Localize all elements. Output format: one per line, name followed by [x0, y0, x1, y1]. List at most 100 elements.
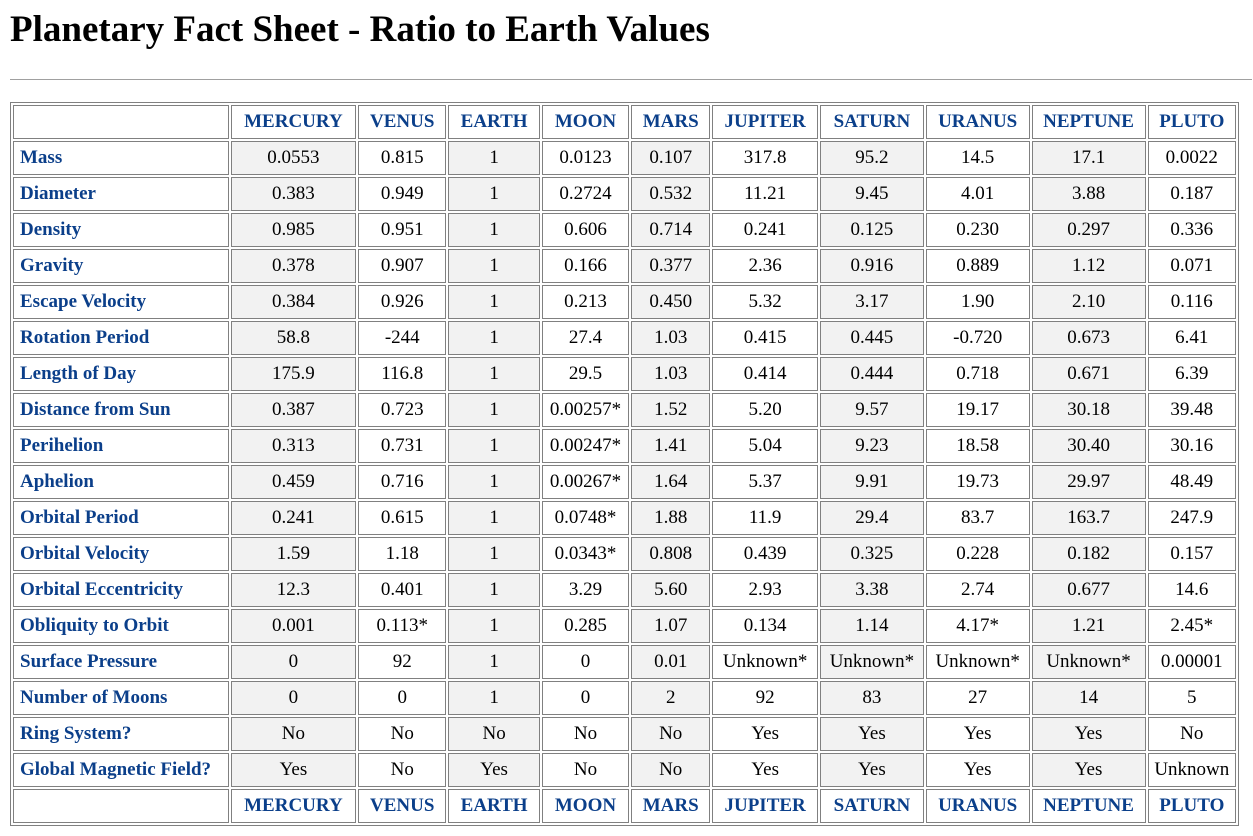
value-cell: 0.606	[541, 213, 630, 247]
column-header-moon: MOON	[541, 105, 630, 139]
value-cell: 1.03	[631, 357, 711, 391]
value-cell: 1.21	[1031, 609, 1146, 643]
value-cell: 0.808	[631, 537, 711, 571]
value-cell: 0.116	[1147, 285, 1236, 319]
table-row: Orbital Period 0.241 0.615 1 0.0748* 1.88 11.9…	[13, 501, 1236, 535]
value-cell: 0.401	[358, 573, 447, 607]
value-cell: 1	[448, 537, 540, 571]
value-cell: 1	[448, 357, 540, 391]
value-cell: 30.40	[1031, 429, 1146, 463]
value-cell: No	[358, 717, 447, 751]
value-cell: 0.228	[925, 537, 1030, 571]
column-header-pluto: PLUTO	[1147, 105, 1236, 139]
value-cell: No	[631, 717, 711, 751]
value-cell: 0.187	[1147, 177, 1236, 211]
table-row: Perihelion 0.313 0.731 1 0.00247* 1.41 5.04 9.2…	[13, 429, 1236, 463]
value-cell: 83.7	[925, 501, 1030, 535]
value-cell: 14.6	[1147, 573, 1236, 607]
row-label: Diameter	[13, 177, 229, 211]
value-cell: 0.00247*	[541, 429, 630, 463]
column-header-moon: MOON	[541, 789, 630, 823]
value-cell: 1.59	[230, 537, 357, 571]
value-cell: 0.241	[230, 501, 357, 535]
column-header-uranus: URANUS	[925, 789, 1030, 823]
value-cell: 11.9	[712, 501, 819, 535]
value-cell: 247.9	[1147, 501, 1236, 535]
column-header-jupiter: JUPITER	[712, 105, 819, 139]
row-label: Global Magnetic Field?	[13, 753, 229, 787]
value-cell: Unknown*	[820, 645, 924, 679]
row-label: Perihelion	[13, 429, 229, 463]
column-header-saturn: SATURN	[820, 105, 924, 139]
value-cell: 0.985	[230, 213, 357, 247]
table-row: Orbital Eccentricity 12.3 0.401 1 3.29 5.60 2.…	[13, 573, 1236, 607]
value-cell: 1.03	[631, 321, 711, 355]
value-cell: 0.907	[358, 249, 447, 283]
value-cell: 0.383	[230, 177, 357, 211]
value-cell: 0.926	[358, 285, 447, 319]
column-header-row: MERCURY VENUS EARTH MOON MARS JUPITER SATURN UR…	[13, 105, 1236, 139]
value-cell: 5	[1147, 681, 1236, 715]
value-cell: 0.387	[230, 393, 357, 427]
value-cell: 1.14	[820, 609, 924, 643]
column-header-mercury: MERCURY	[230, 105, 357, 139]
value-cell: 0.718	[925, 357, 1030, 391]
value-cell: Yes	[820, 753, 924, 787]
value-cell: 1	[448, 393, 540, 427]
value-cell: 9.45	[820, 177, 924, 211]
value-cell: 1.18	[358, 537, 447, 571]
value-cell: 1	[448, 681, 540, 715]
value-cell: 0.230	[925, 213, 1030, 247]
value-cell: 58.8	[230, 321, 357, 355]
row-label: Gravity	[13, 249, 229, 283]
value-cell: 0.157	[1147, 537, 1236, 571]
value-cell: 0.213	[541, 285, 630, 319]
value-cell: 19.17	[925, 393, 1030, 427]
value-cell: 0.723	[358, 393, 447, 427]
table-header-top: MERCURY VENUS EARTH MOON MARS JUPITER SATURN UR…	[13, 105, 1236, 139]
column-header-earth: EARTH	[448, 105, 540, 139]
value-cell: 0.182	[1031, 537, 1146, 571]
column-header-mercury: MERCURY	[230, 789, 357, 823]
value-cell: 1	[448, 501, 540, 535]
value-cell: 0.671	[1031, 357, 1146, 391]
table-row: Length of Day 175.9 116.8 1 29.5 1.03 0.414 0.4…	[13, 357, 1236, 391]
value-cell: 0.459	[230, 465, 357, 499]
value-cell: Yes	[712, 717, 819, 751]
value-cell: 9.91	[820, 465, 924, 499]
value-cell: 0.00267*	[541, 465, 630, 499]
value-cell: 2.93	[712, 573, 819, 607]
value-cell: 6.41	[1147, 321, 1236, 355]
value-cell: 3.17	[820, 285, 924, 319]
column-header-venus: VENUS	[358, 105, 447, 139]
planetary-fact-table: MERCURY VENUS EARTH MOON MARS JUPITER SATURN UR…	[10, 102, 1239, 826]
value-cell: 30.16	[1147, 429, 1236, 463]
value-cell: 1	[448, 249, 540, 283]
value-cell: 0.0553	[230, 141, 357, 175]
value-cell: 48.49	[1147, 465, 1236, 499]
value-cell: 0	[541, 645, 630, 679]
value-cell: No	[541, 717, 630, 751]
value-cell: 0.241	[712, 213, 819, 247]
table-row: Gravity 0.378 0.907 1 0.166 0.377 2.36 0.916 0.8…	[13, 249, 1236, 283]
title-divider	[10, 79, 1252, 80]
value-cell: 175.9	[230, 357, 357, 391]
value-cell: 0.01	[631, 645, 711, 679]
value-cell: 0.00257*	[541, 393, 630, 427]
value-cell: 0.125	[820, 213, 924, 247]
value-cell: 0.166	[541, 249, 630, 283]
column-header-neptune: NEPTUNE	[1031, 105, 1146, 139]
value-cell: 1	[448, 465, 540, 499]
value-cell: 30.18	[1031, 393, 1146, 427]
value-cell: 1.52	[631, 393, 711, 427]
value-cell: 27	[925, 681, 1030, 715]
value-cell: Yes	[1031, 753, 1146, 787]
table-row: Rotation Period 58.8 -244 1 27.4 1.03 0.415 0.4…	[13, 321, 1236, 355]
table-row: Ring System? No No No No No Yes Yes Yes Yes No	[13, 717, 1236, 751]
value-cell: 0	[230, 645, 357, 679]
table-body: Mass 0.0553 0.815 1 0.0123 0.107 317.8 95.2 14.5…	[13, 141, 1236, 787]
value-cell: 5.04	[712, 429, 819, 463]
row-label: Orbital Eccentricity	[13, 573, 229, 607]
value-cell: 6.39	[1147, 357, 1236, 391]
table-header-bottom: MERCURY VENUS EARTH MOON MARS JUPITER SATURN UR…	[13, 789, 1236, 823]
